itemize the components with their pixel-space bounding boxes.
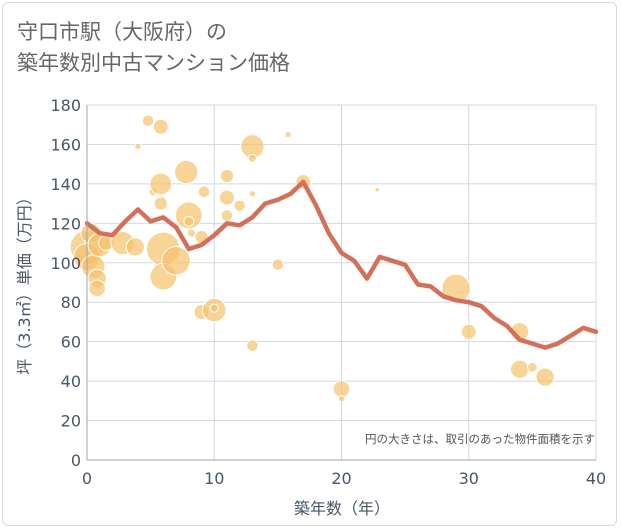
bubble-point <box>460 323 477 340</box>
y-axis-label: 坪（3.3㎡）単価（万円） <box>15 189 34 374</box>
bubble-point <box>174 159 199 185</box>
chart-title: 守口市駅（大阪府）の 築年数別中古マンション価格 <box>17 17 290 79</box>
bubble-series <box>69 114 555 403</box>
bubble-point <box>197 185 211 199</box>
x-tick-label: 30 <box>459 469 479 488</box>
bubble-point <box>152 118 169 135</box>
chart-title-line-2: 築年数別中古マンション価格 <box>17 51 290 75</box>
price-trend-series <box>84 179 599 350</box>
axes: 0 20 40 60 80 100 120 140 160 180 0 10 20 30 40 <box>50 96 606 488</box>
y-tick-label: 0 <box>71 451 81 470</box>
x-tick-label: 0 <box>82 469 92 488</box>
bubble-point <box>125 237 146 257</box>
price-trend-line <box>84 179 599 350</box>
x-tick-label: 10 <box>204 469 224 488</box>
y-tick-label: 60 <box>61 333 81 352</box>
bubble-point <box>332 380 351 398</box>
bubble-point <box>220 209 234 222</box>
bubble-point <box>284 130 292 139</box>
bubble-point <box>141 114 155 128</box>
bubble-point <box>526 361 538 373</box>
bubble-point <box>337 395 346 403</box>
y-tick-label: 40 <box>61 372 81 391</box>
bubble-point <box>149 172 173 196</box>
bubble-point <box>174 201 203 230</box>
y-tick-label: 180 <box>50 96 81 115</box>
bubble-point <box>441 273 471 304</box>
bubble-size-note: 円の大きさは、取引のあった物件面積を示す <box>365 432 595 446</box>
x-tick-label: 40 <box>586 469 606 488</box>
bubble-point <box>510 359 530 379</box>
bubble-point <box>219 189 235 206</box>
bubble-point <box>186 228 196 238</box>
bubble-point <box>153 196 168 211</box>
bubble-point <box>246 339 259 352</box>
x-tick-label: 20 <box>331 469 351 488</box>
bubble-point <box>271 258 285 271</box>
x-axis-label: 築年数（年） <box>294 499 390 518</box>
y-tick-label: 100 <box>50 254 81 273</box>
y-tick-label: 80 <box>61 293 81 312</box>
bubble-point <box>183 215 195 227</box>
bubble-point <box>209 303 219 313</box>
bubble-point <box>248 190 257 198</box>
bubble-point <box>535 367 555 387</box>
chart-title-line-1: 守口市駅（大阪府）の <box>17 20 227 44</box>
bubble-point <box>374 186 380 193</box>
bubble-point <box>134 142 142 151</box>
bubble-point <box>161 246 191 276</box>
y-tick-label: 160 <box>50 135 81 154</box>
bubble-point <box>219 168 235 184</box>
y-tick-label: 20 <box>61 412 81 431</box>
bubble-point <box>247 153 257 163</box>
bubble-point <box>233 199 246 212</box>
y-tick-label: 120 <box>50 214 81 233</box>
y-tick-label: 140 <box>50 175 81 194</box>
bubble-point <box>88 279 106 298</box>
